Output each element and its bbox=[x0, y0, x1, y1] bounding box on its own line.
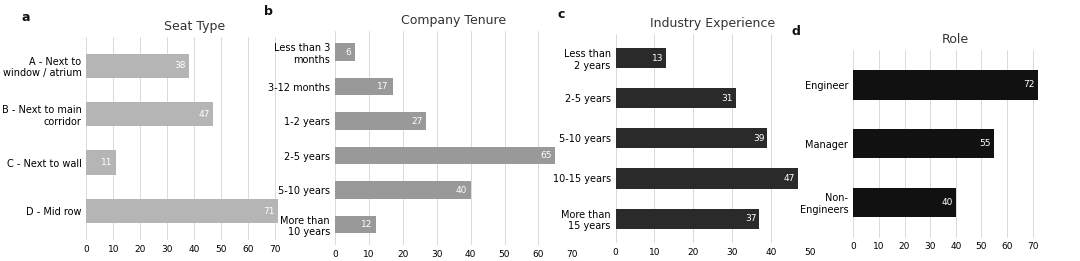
Bar bbox=[86, 54, 189, 78]
Bar bbox=[335, 78, 392, 95]
Bar bbox=[335, 112, 427, 130]
Text: 31: 31 bbox=[721, 94, 733, 103]
Text: b: b bbox=[264, 5, 272, 19]
Text: 47: 47 bbox=[784, 174, 795, 183]
Bar bbox=[86, 150, 117, 175]
Bar bbox=[86, 102, 214, 126]
Bar bbox=[86, 199, 279, 223]
Bar bbox=[335, 147, 555, 164]
Text: c: c bbox=[557, 8, 565, 21]
Text: 40: 40 bbox=[456, 186, 467, 195]
Bar bbox=[335, 43, 355, 61]
Text: 37: 37 bbox=[745, 214, 756, 223]
Bar bbox=[616, 209, 759, 229]
Text: 71: 71 bbox=[264, 206, 274, 216]
Text: 11: 11 bbox=[102, 158, 113, 167]
Text: 6: 6 bbox=[346, 48, 352, 57]
Text: 39: 39 bbox=[753, 134, 765, 143]
Text: 72: 72 bbox=[1024, 80, 1035, 89]
Text: 13: 13 bbox=[651, 54, 663, 63]
Text: 40: 40 bbox=[942, 198, 953, 207]
Bar bbox=[853, 70, 1038, 99]
Bar bbox=[616, 128, 767, 148]
Bar bbox=[853, 188, 956, 217]
Bar bbox=[335, 181, 471, 199]
Bar bbox=[335, 216, 376, 233]
Title: Seat Type: Seat Type bbox=[164, 20, 225, 33]
Title: Role: Role bbox=[942, 33, 970, 46]
Text: d: d bbox=[792, 25, 800, 38]
Title: Industry Experience: Industry Experience bbox=[650, 17, 775, 30]
Text: 47: 47 bbox=[199, 110, 211, 118]
Title: Company Tenure: Company Tenure bbox=[401, 14, 507, 27]
Text: a: a bbox=[22, 11, 30, 24]
Text: 55: 55 bbox=[980, 139, 991, 148]
Text: 12: 12 bbox=[361, 220, 372, 229]
Text: 17: 17 bbox=[377, 82, 389, 91]
Bar bbox=[853, 129, 995, 158]
Bar bbox=[616, 88, 737, 108]
Text: 38: 38 bbox=[174, 61, 186, 70]
Bar bbox=[616, 48, 666, 68]
Bar bbox=[616, 168, 798, 188]
Text: 27: 27 bbox=[411, 117, 423, 126]
Text: 65: 65 bbox=[540, 151, 552, 160]
